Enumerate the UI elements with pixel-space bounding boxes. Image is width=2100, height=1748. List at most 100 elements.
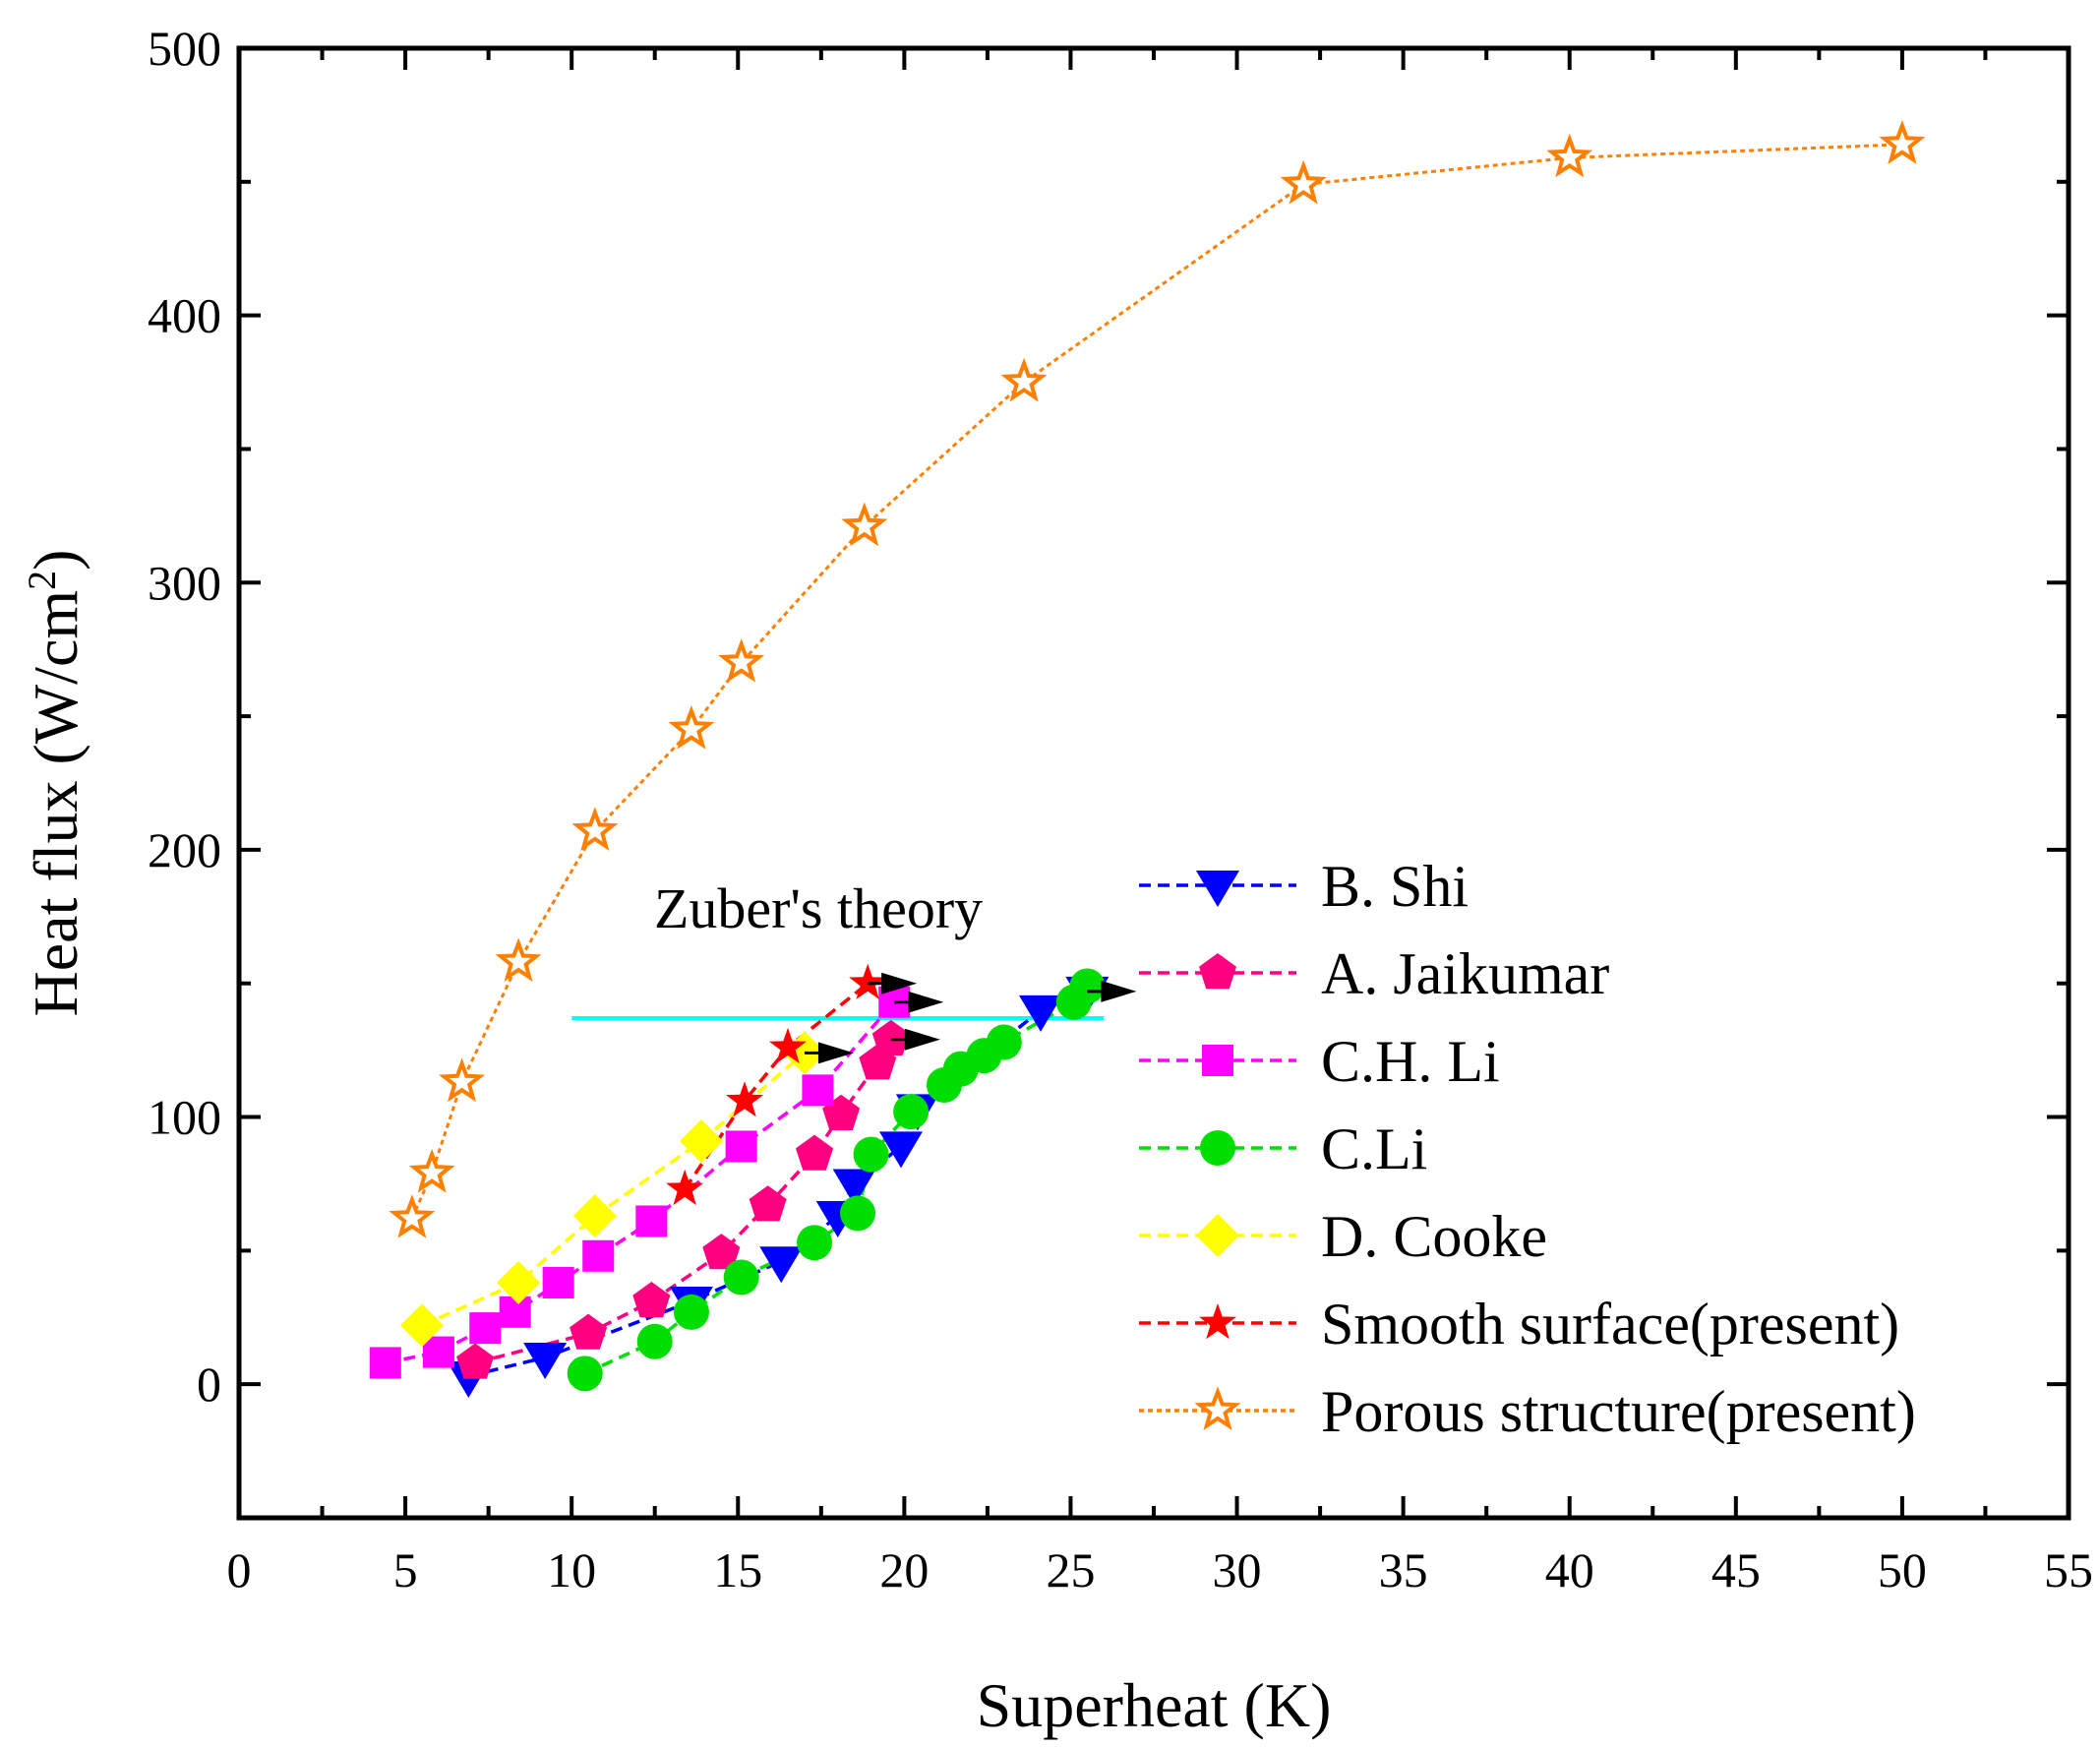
series-6-point (1000, 357, 1048, 402)
y-axis-title-main: Heat flux (W/cm (21, 590, 90, 1017)
x-tick-label: 45 (1711, 1542, 1761, 1597)
series-1-point (456, 1343, 495, 1379)
series-6-point (1879, 120, 1926, 164)
arrow-head (908, 991, 944, 1013)
legend-label: B. Shi (1321, 854, 1469, 919)
legend-label: A. Jaikumar (1321, 941, 1609, 1006)
series-3-point (840, 1195, 876, 1232)
legend-marker (1196, 871, 1239, 907)
series-5-point (666, 1169, 704, 1206)
zuber-annotation: Zuber's theory (654, 876, 983, 940)
y-axis-title-superscript: 2 (20, 571, 64, 590)
series-6-point (408, 1148, 455, 1193)
series-2-point (422, 1336, 454, 1368)
series-0-point (523, 1343, 568, 1380)
series-6-point (1280, 159, 1327, 205)
series-6-point (439, 1057, 486, 1103)
arrow-head (881, 972, 918, 995)
x-tick-label: 20 (879, 1542, 929, 1597)
series-1-point (871, 1019, 910, 1055)
series-3-point (797, 1225, 833, 1261)
x-axis-title: Superheat (K) (977, 1670, 1332, 1740)
series-3-point (986, 1024, 1022, 1060)
series-6-point (571, 807, 619, 851)
x-tick-label: 50 (1878, 1542, 1927, 1597)
series-line-5 (683, 982, 870, 1190)
series-3-point (1069, 968, 1106, 1004)
series-4-point (400, 1303, 444, 1348)
legend-marker (1199, 1303, 1236, 1340)
legend-label: C.H. Li (1321, 1029, 1500, 1094)
x-tick-label: 25 (1046, 1542, 1095, 1597)
series-0-point (832, 1169, 876, 1206)
series-2-point (542, 1266, 574, 1298)
legend-label: Porous structure(present) (1321, 1379, 1916, 1444)
series-1-point (570, 1313, 608, 1350)
y-tick-label: 200 (148, 822, 221, 877)
series-6-point (668, 705, 715, 750)
x-tick-label: 40 (1545, 1542, 1594, 1597)
series-0-point (759, 1246, 804, 1284)
arrow-head (904, 1028, 940, 1051)
series-3-point (893, 1094, 930, 1130)
series-4-point (572, 1194, 617, 1238)
legend-marker (1202, 1045, 1233, 1076)
legend-label: C.Li (1321, 1116, 1427, 1181)
series-1-point (632, 1282, 671, 1318)
y-tick-label: 500 (148, 21, 221, 76)
series-1-point (702, 1234, 741, 1270)
x-tick-label: 55 (2044, 1542, 2093, 1597)
x-tick-label: 30 (1213, 1542, 1262, 1597)
series-5-point (849, 963, 887, 999)
y-tick-label: 100 (148, 1090, 221, 1145)
x-tick-label: 35 (1379, 1542, 1428, 1597)
series-2-point (369, 1347, 401, 1379)
legend-marker (1199, 953, 1236, 990)
y-tick-label: 300 (148, 555, 221, 610)
series-6-point (495, 937, 542, 983)
legend-marker (1196, 1214, 1239, 1257)
series-1-point (749, 1185, 787, 1222)
y-tick-label: 0 (197, 1356, 221, 1412)
legend-marker (1194, 1386, 1241, 1431)
y-axis-title-close: ) (21, 550, 90, 571)
series-2-point (469, 1312, 502, 1345)
arrow-head (1101, 980, 1137, 1002)
arrow-head (817, 1042, 854, 1064)
series-2-point (635, 1205, 668, 1237)
series-4-point (680, 1118, 724, 1163)
legend-label: Smooth surface(present) (1321, 1292, 1899, 1356)
series-5-point (769, 1027, 807, 1064)
x-tick-label: 5 (393, 1542, 418, 1597)
axes: 0 5 10 15 20 25 30 35 40 45 50 55 0 100 200 300 400 500 (148, 21, 2093, 1597)
series-line-2 (385, 1000, 896, 1365)
series-4-point (497, 1260, 541, 1304)
series-2-point (582, 1239, 615, 1272)
series-3-point (673, 1294, 709, 1330)
x-tick-label: 15 (713, 1542, 762, 1597)
legend: B. Shi A. Jaikumar C.H. Li C.Li D. Cooke Smoo… (1139, 854, 1916, 1444)
series-6-point (718, 638, 765, 683)
series-6-point (1546, 133, 1593, 178)
series-6-point (841, 502, 888, 547)
series-3-point (567, 1356, 603, 1392)
x-tick-label: 0 (227, 1542, 252, 1597)
series-0-point (878, 1131, 923, 1169)
series-3-point (853, 1136, 889, 1173)
series-6-point (389, 1194, 436, 1238)
y-tick-label: 400 (148, 288, 221, 343)
y-axis-title: Heat flux (W/cm2) (20, 550, 91, 1017)
series-0-point (1019, 995, 1063, 1032)
legend-marker (1200, 1130, 1235, 1166)
series-3-point (723, 1259, 759, 1296)
series-line-6 (410, 143, 1902, 1220)
series-2-point (802, 1074, 834, 1107)
legend-label: D. Cooke (1321, 1204, 1547, 1269)
series-5-point (726, 1081, 764, 1117)
series-1-point (796, 1134, 834, 1171)
series-3-point (636, 1323, 673, 1359)
series-2-point (725, 1130, 757, 1163)
series-2-point (499, 1296, 531, 1328)
plot-area (369, 120, 1926, 1399)
